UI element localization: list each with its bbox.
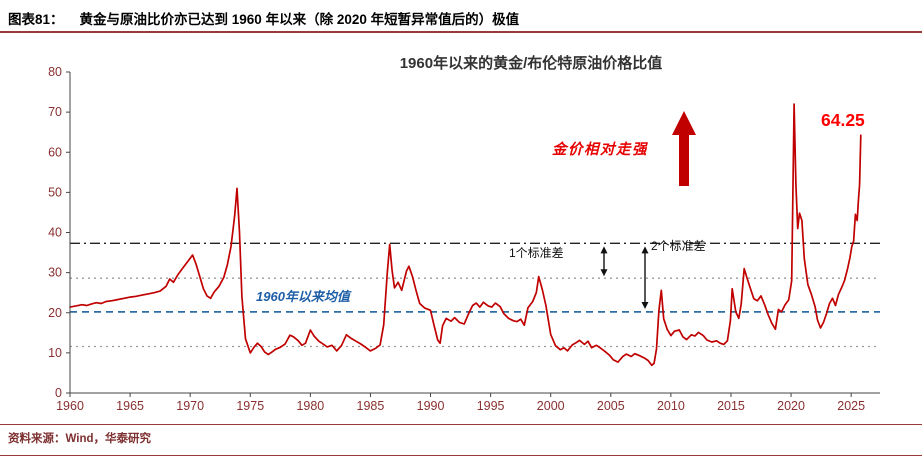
figure-header: 图表81： 黄金与原油比价亦已达到 1960 年以来（除 2020 年短暂异常值后… [8, 8, 519, 28]
svg-text:2020: 2020 [777, 399, 805, 413]
svg-text:1990: 1990 [417, 399, 445, 413]
svg-text:1970: 1970 [176, 399, 204, 413]
data-source-text: 资料来源：Wind，华泰研究 [8, 433, 151, 445]
data-source: 资料来源：Wind，华泰研究 [8, 430, 151, 446]
svg-text:1985: 1985 [357, 399, 385, 413]
mean-line-label: 1960年以来均值 [256, 289, 350, 304]
two-sd-label: 2个标准差 [651, 239, 706, 253]
header-divider [0, 31, 922, 33]
svg-text:2025: 2025 [837, 399, 865, 413]
svg-text:1995: 1995 [477, 399, 505, 413]
source-divider-bottom [0, 455, 922, 456]
figure-number: 图表81： [8, 12, 64, 27]
svg-text:2005: 2005 [597, 399, 625, 413]
chart-title: 1960年以来的黄金/布伦特原油价格比值 [399, 55, 663, 72]
svg-text:1975: 1975 [236, 399, 264, 413]
svg-text:2015: 2015 [717, 399, 745, 413]
gold-strength-annotation: 金价相对走强 [552, 142, 648, 158]
svg-text:30: 30 [48, 266, 62, 280]
svg-text:0: 0 [55, 386, 62, 400]
latest-value-label: 64.25 [821, 110, 865, 130]
svg-text:20: 20 [48, 306, 62, 320]
svg-text:70: 70 [48, 105, 62, 119]
svg-text:2000: 2000 [537, 399, 565, 413]
svg-text:1960: 1960 [56, 399, 84, 413]
svg-text:80: 80 [48, 65, 62, 79]
figure-title-text: 黄金与原油比价亦已达到 1960 年以来（除 2020 年短暂异常值后的）极值 [79, 12, 520, 27]
svg-text:2010: 2010 [657, 399, 685, 413]
svg-text:10: 10 [48, 346, 62, 360]
svg-text:60: 60 [48, 145, 62, 159]
svg-text:1965: 1965 [116, 399, 144, 413]
source-divider-top [0, 424, 922, 425]
svg-text:50: 50 [48, 185, 62, 199]
svg-text:40: 40 [48, 226, 62, 240]
svg-text:1980: 1980 [296, 399, 324, 413]
one-sd-label: 1个标准差 [509, 246, 564, 260]
